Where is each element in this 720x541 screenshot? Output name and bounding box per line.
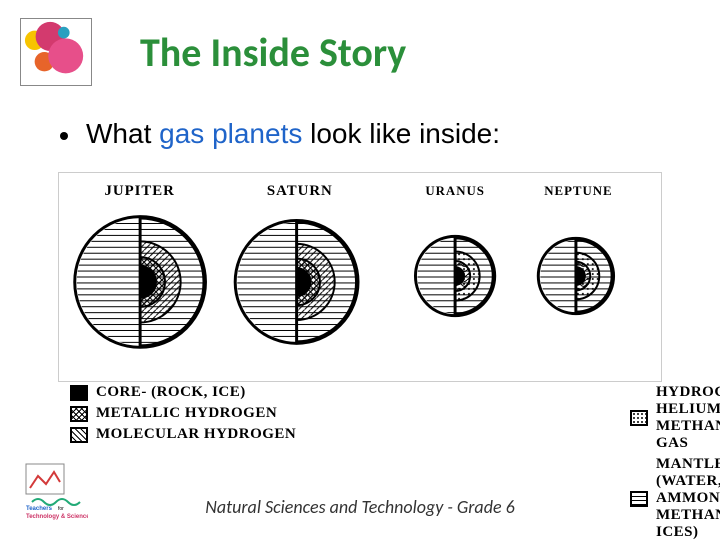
svg-text:SATURN: SATURN — [267, 183, 333, 199]
header-logo — [20, 18, 92, 86]
legend-label: METALLIC HYDROGEN — [96, 405, 277, 422]
bullet-item: What gas planets look like inside: — [0, 96, 720, 156]
footer-text: Natural Sciences and Technology - Grade … — [0, 496, 720, 518]
legend-swatch-diag — [70, 427, 88, 443]
legend-col-1: CORE- (ROCK, ICE) METALLIC HYDROGEN MOLECU… — [70, 384, 296, 443]
legend-row: HYDROGEN, HELIUM, METHANE GAS — [630, 384, 720, 452]
bullet-text: What gas planets look like inside: — [86, 118, 500, 150]
bullet-highlight: gas planets — [159, 118, 302, 149]
legend-row: MOLECULAR HYDROGEN — [70, 426, 296, 443]
legend-row: CORE- (ROCK, ICE) — [70, 384, 296, 401]
legend-swatch-dots — [630, 410, 648, 426]
legend-label: CORE- (ROCK, ICE) — [96, 384, 246, 401]
legend: CORE- (ROCK, ICE) METALLIC HYDROGEN MOLECU… — [70, 384, 650, 443]
svg-text:NEPTUNE: NEPTUNE — [544, 184, 612, 198]
legend-swatch-solid — [70, 385, 88, 401]
planets-diagram: JUPITER SATURN URANUS NEPTUNE — [58, 172, 662, 382]
legend-label: MOLECULAR HYDROGEN — [96, 426, 296, 443]
bullet-dot-icon — [60, 132, 68, 140]
legend-swatch-cross — [70, 406, 88, 422]
legend-label: HYDROGEN, HELIUM, METHANE GAS — [656, 384, 720, 452]
legend-row: METALLIC HYDROGEN — [70, 405, 296, 422]
svg-text:URANUS: URANUS — [425, 184, 485, 198]
svg-text:JUPITER: JUPITER — [104, 183, 174, 199]
page-title: The Inside Story — [140, 28, 406, 77]
